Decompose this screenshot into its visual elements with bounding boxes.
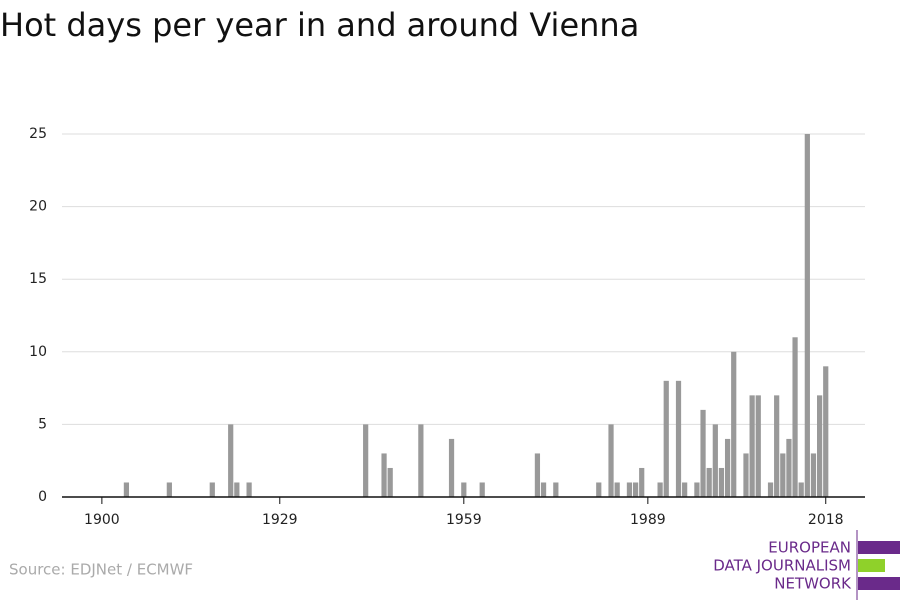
bar [209,482,215,497]
bar [792,337,798,497]
x-tick-label: 1900 [84,512,120,528]
bar [780,453,786,497]
chart-title: Hot days per year in and around Vienna [0,6,639,44]
bar [755,395,761,497]
bar [767,482,774,497]
x-tick-label: 1989 [630,512,666,528]
bar [626,482,633,497]
bar [700,409,706,497]
bar [810,453,817,497]
bar [479,482,485,497]
x-tick-label: 1959 [446,512,482,528]
bar [774,395,780,497]
bar [675,380,682,497]
bar [596,482,602,497]
x-tick-label: 2018 [808,512,844,528]
bar [743,453,749,497]
bar [363,424,369,497]
logo-text: EUROPEAN [768,539,851,557]
bar [234,482,240,497]
bar [706,467,712,497]
bar [639,467,645,497]
bar [461,482,467,497]
bar [657,482,663,497]
bar [718,467,725,497]
bar [387,467,393,497]
bar [798,482,804,497]
y-tick-label: 20 [29,199,47,215]
y-tick-label: 5 [38,416,47,432]
bar [614,482,620,497]
bar [123,482,130,497]
bar [553,482,559,497]
bar [534,453,541,497]
bar [540,482,547,497]
bar [816,395,823,497]
source: Source: EDJNet / ECMWF [9,561,193,579]
bar [682,482,688,497]
bar [749,395,755,497]
bar [166,482,172,497]
bar [724,438,731,497]
bar [731,351,737,497]
bar [663,380,669,497]
bar [381,453,387,497]
logo-text: DATA JOURNALISM [713,557,851,575]
y-tick-label: 10 [29,344,47,360]
bar [448,438,455,497]
bar [632,482,639,497]
bar [712,424,718,497]
logo-text: NETWORK [774,575,852,593]
bar [804,134,810,497]
x-tick-label: 1929 [262,512,298,528]
bar [608,424,614,497]
bar [694,482,700,497]
bar [786,438,792,497]
y-tick-label: 15 [29,271,47,287]
logo-bar [858,541,900,554]
bar [246,482,252,497]
bar [228,424,234,497]
y-tick-label: 0 [38,489,47,505]
bar [418,424,424,497]
bar [823,366,829,497]
y-tick-label: 25 [29,126,47,142]
logo-bar [858,559,885,572]
logo-bar [858,577,900,590]
